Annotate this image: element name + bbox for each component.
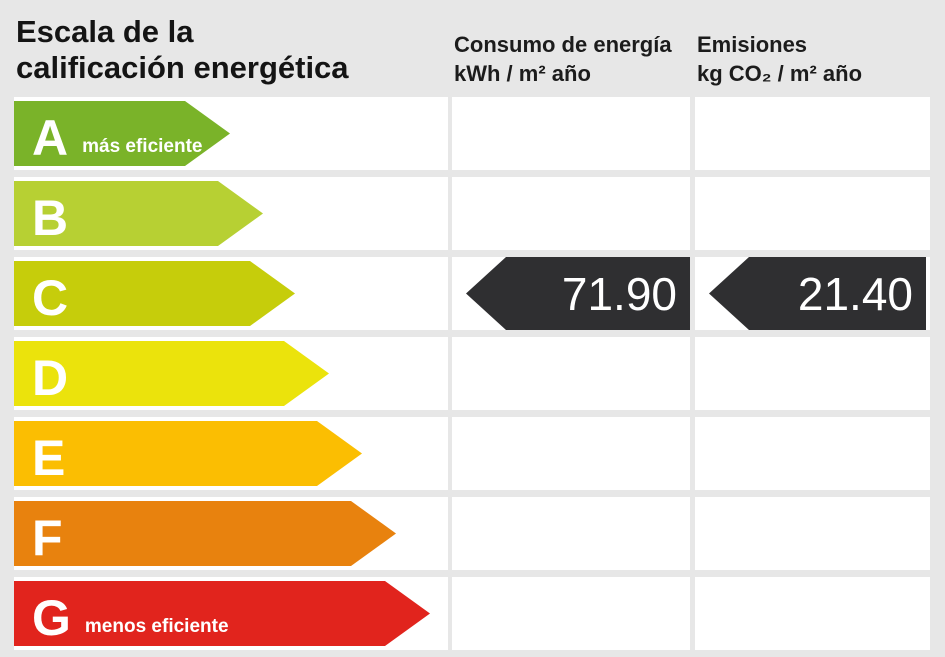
scale-rows: A más eficiente B C 71.90 21.40 bbox=[0, 97, 945, 657]
rating-efficiency-label: más eficiente bbox=[82, 136, 203, 157]
rating-row: C 71.90 21.40 bbox=[0, 257, 945, 330]
rating-arrow: G menos eficiente bbox=[14, 581, 430, 646]
rating-scale-cell: E bbox=[14, 417, 448, 490]
emisiones-value-cell bbox=[695, 417, 930, 490]
emisiones-header-title: Emisiones bbox=[697, 32, 808, 57]
rating-letter: B bbox=[32, 189, 69, 246]
rating-scale-cell: C bbox=[14, 257, 448, 330]
rating-arrow: A más eficiente bbox=[14, 101, 230, 166]
rating-letter: G bbox=[32, 589, 71, 646]
emisiones-value-cell bbox=[695, 177, 930, 250]
consumo-value-cell bbox=[452, 497, 690, 570]
consumo-header-unit: kWh / m² año bbox=[454, 61, 591, 86]
rating-letter: F bbox=[32, 509, 63, 566]
consumo-value-cell bbox=[452, 177, 690, 250]
page-title-line1: Escala de la bbox=[16, 14, 194, 49]
emisiones-value-cell bbox=[695, 337, 930, 410]
emisiones-column-header: Emisiones kg CO₂ / m² año bbox=[697, 30, 932, 88]
rating-letter: D bbox=[32, 349, 69, 406]
rating-efficiency-label: menos eficiente bbox=[84, 616, 229, 637]
emisiones-value-cell bbox=[695, 497, 930, 570]
rating-letter: E bbox=[32, 429, 66, 486]
rating-scale-cell: A más eficiente bbox=[14, 97, 448, 170]
page-title-line2: calificación energética bbox=[16, 50, 349, 85]
rating-scale-cell: F bbox=[14, 497, 448, 570]
rating-arrow: D bbox=[14, 341, 329, 406]
rating-scale-cell: D bbox=[14, 337, 448, 410]
consumo-value-cell: 71.90 bbox=[452, 257, 690, 330]
emisiones-value-cell bbox=[695, 577, 930, 650]
consumo-value-cell bbox=[452, 337, 690, 410]
rating-row: B bbox=[0, 177, 945, 250]
rating-arrow: B bbox=[14, 181, 263, 246]
consumo-value-cell bbox=[452, 577, 690, 650]
rating-row: D bbox=[0, 337, 945, 410]
consumo-header-title: Consumo de energía bbox=[454, 32, 672, 57]
rating-arrow: F bbox=[14, 501, 396, 566]
rating-letter: A bbox=[32, 109, 69, 166]
rating-scale-cell: G menos eficiente bbox=[14, 577, 448, 650]
consumo-column-header: Consumo de energía kWh / m² año bbox=[454, 30, 690, 88]
consumo-value-arrow: 71.90 bbox=[466, 257, 690, 330]
emisiones-header-unit: kg CO₂ / m² año bbox=[697, 61, 863, 86]
rating-arrow: C bbox=[14, 261, 295, 326]
rating-row: E bbox=[0, 417, 945, 490]
emisiones-value-cell: 21.40 bbox=[695, 257, 930, 330]
rating-row: G menos eficiente bbox=[0, 577, 945, 650]
consumo-value-cell bbox=[452, 417, 690, 490]
rating-row: F bbox=[0, 497, 945, 570]
rating-scale-cell: B bbox=[14, 177, 448, 250]
consumo-value-cell bbox=[452, 97, 690, 170]
emisiones-value-arrow: 21.40 bbox=[709, 257, 926, 330]
page-title: Escala de la calificación energética bbox=[16, 14, 349, 86]
emisiones-value-cell bbox=[695, 97, 930, 170]
rating-arrow: E bbox=[14, 421, 362, 486]
rating-row: A más eficiente bbox=[0, 97, 945, 170]
rating-letter: C bbox=[32, 269, 69, 326]
